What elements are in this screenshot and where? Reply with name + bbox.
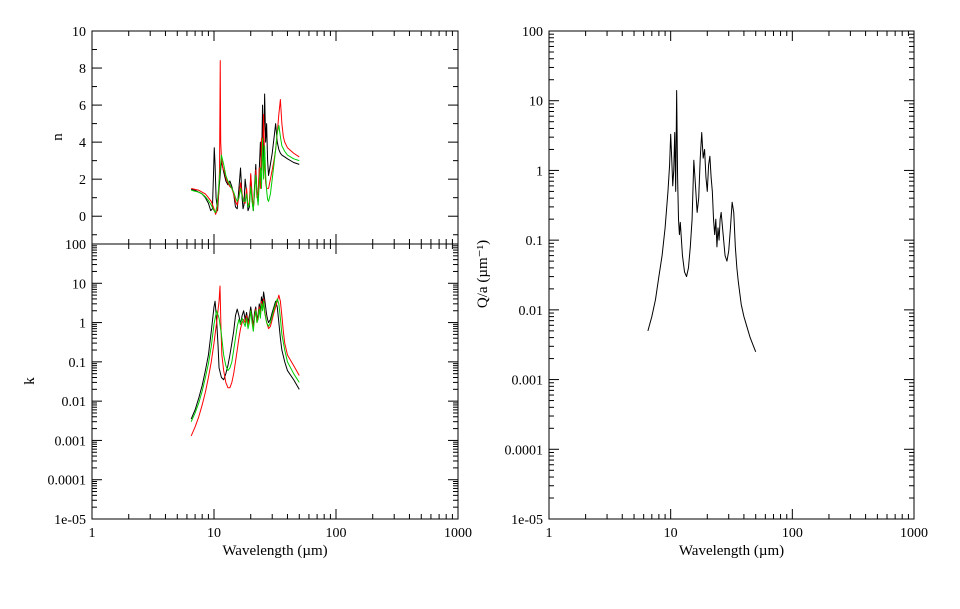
y-tick-label: 10 bbox=[529, 95, 543, 110]
series-line-3 bbox=[190, 298, 300, 422]
y-tick-label: 100 bbox=[65, 238, 86, 253]
y-tick-label: 0 bbox=[79, 210, 86, 225]
y-tick-label: 1e-05 bbox=[511, 513, 543, 528]
y-tick-label: 10 bbox=[72, 277, 86, 292]
x-tick-label: 10 bbox=[664, 526, 678, 541]
y-tick-label: 0.001 bbox=[55, 434, 87, 449]
y-tick-label: 0.001 bbox=[512, 374, 544, 389]
y-tick-label: 1 bbox=[79, 317, 86, 332]
x-tick-label: 1 bbox=[546, 526, 553, 541]
y-tick-label: 100 bbox=[522, 25, 543, 40]
y-tick-label: 0.01 bbox=[62, 395, 87, 410]
q-panel: 1 10 100 1000 1e-05 0.0001 0.001 0.01 0.1 1 10 100 W… bbox=[475, 25, 928, 559]
y-tick-label: 2 bbox=[79, 173, 86, 188]
y-tick-label: 0.0001 bbox=[505, 443, 544, 458]
y-tick-label: 0.0001 bbox=[48, 474, 87, 489]
x-tick-label: 100 bbox=[782, 526, 803, 541]
plot-frame bbox=[91, 243, 459, 520]
series-line-2 bbox=[191, 60, 300, 215]
y-tick-label: 0.1 bbox=[69, 356, 87, 371]
x-tick-label: 1000 bbox=[900, 526, 928, 541]
series-line-2 bbox=[190, 285, 300, 437]
y-tick-label: 0.01 bbox=[519, 304, 544, 319]
x-axis-label: Wavelength (µm) bbox=[679, 543, 784, 559]
y-tick-label: 8 bbox=[79, 62, 86, 77]
k-panel: 1 10 100 1000 1e-05 0.0001 0.001 0.01 0.1 1 10 100 W… bbox=[22, 238, 472, 559]
x-tick-label: 100 bbox=[326, 526, 347, 541]
x-tick-label: 1000 bbox=[444, 526, 472, 541]
x-axis-label: Wavelength (µm) bbox=[222, 543, 327, 559]
series-line-1 bbox=[191, 93, 300, 212]
y-tick-label: 1 bbox=[536, 164, 543, 179]
n-panel: 0 2 4 6 8 10 n bbox=[50, 25, 459, 245]
y-tick-label: 4 bbox=[79, 136, 86, 151]
y-axis-label: n bbox=[50, 133, 66, 141]
y-tick-label: 10 bbox=[72, 25, 86, 40]
y-tick-label: 0.1 bbox=[526, 234, 544, 249]
y-axis-label: Q/a (µm⁻¹) bbox=[475, 240, 491, 308]
series-line-1 bbox=[647, 90, 757, 353]
x-tick-label: 1 bbox=[89, 526, 96, 541]
series-line-3 bbox=[191, 124, 300, 214]
y-axis-label: k bbox=[22, 377, 38, 385]
plot-frame bbox=[548, 30, 915, 520]
x-tick-label: 10 bbox=[207, 526, 221, 541]
series-line-1 bbox=[190, 291, 300, 420]
plot-frame bbox=[91, 30, 459, 245]
y-tick-label: 1e-05 bbox=[54, 513, 86, 528]
y-tick-label: 6 bbox=[79, 99, 86, 114]
